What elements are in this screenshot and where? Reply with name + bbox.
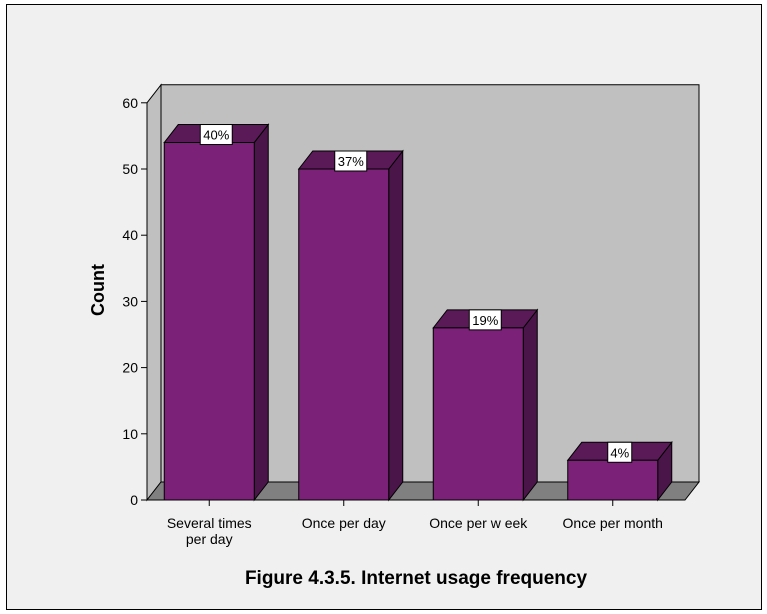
y-axis: 0 10 20 30 40 50 60	[122, 95, 148, 508]
y-tick-label: 50	[122, 161, 138, 177]
data-label: 19%	[472, 313, 498, 328]
data-label-box	[334, 150, 368, 172]
data-label-box	[607, 441, 633, 463]
y-tick-label: 10	[122, 426, 138, 442]
figure-caption: Figure 4.3.5. Internet usage frequency	[245, 568, 588, 589]
bar-group: 19%	[432, 308, 539, 502]
x-tick-label: Once per w eek	[429, 515, 528, 531]
bar	[298, 168, 390, 501]
bar-group: 40%	[163, 123, 270, 502]
x-tick-label: Once per month	[563, 515, 663, 531]
data-label: 40%	[203, 128, 229, 143]
side-wall	[146, 83, 162, 502]
x-axis: Several times per day Once per day Once per…	[167, 500, 663, 547]
y-axis-title: Count	[88, 264, 108, 316]
bar-group: 4%	[566, 440, 673, 502]
data-label-box	[199, 124, 233, 146]
y-tick-label: 30	[122, 293, 138, 309]
data-label: 37%	[338, 154, 364, 169]
y-tick-label: 20	[122, 360, 138, 376]
bar-side	[522, 308, 538, 502]
y-tick-label: 40	[122, 227, 138, 243]
x-tick-label: Several times per day	[167, 515, 252, 547]
bar-side	[253, 123, 269, 502]
data-label-box	[468, 309, 502, 331]
y-tick-label: 60	[122, 95, 138, 111]
bars: 40% 37% 19% 4%	[163, 123, 673, 502]
bar	[567, 459, 659, 501]
chart-walls	[145, 83, 701, 502]
bar-group: 37%	[297, 149, 404, 502]
data-label: 4%	[610, 445, 629, 460]
bar	[163, 142, 255, 501]
bar	[432, 327, 524, 501]
y-tick-label: 0	[130, 492, 138, 508]
bar-side	[388, 149, 404, 502]
x-tick-label: Once per day	[302, 515, 386, 531]
